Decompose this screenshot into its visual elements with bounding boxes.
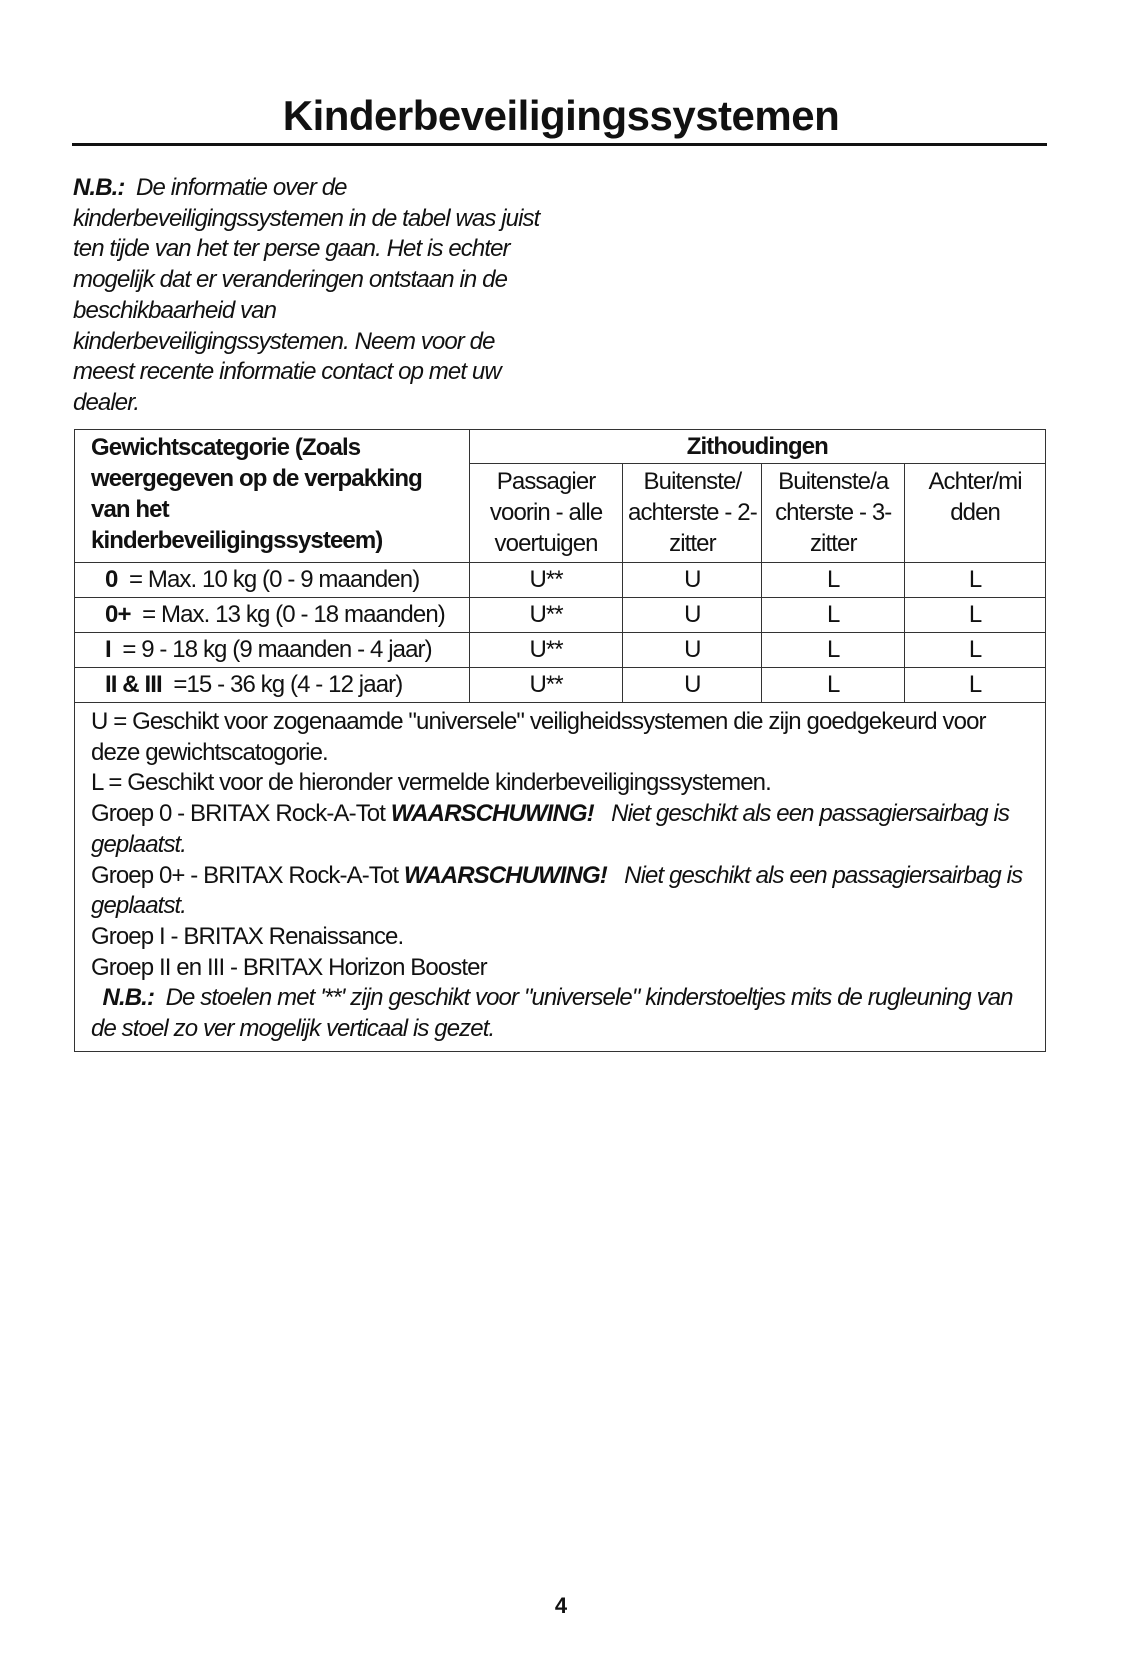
column-header: Passagier voorin - alle voertuigen [468,463,624,563]
table-cell: L [761,632,906,668]
note-group-0: Groep 0 - BRITAX Rock-A-Tot WAARSCHUWING… [91,800,1010,858]
page-number: 4 [554,1593,568,1618]
note-label: N.B.: [73,174,125,201]
table-cell: L [904,667,1046,703]
table-cell: L [904,632,1046,668]
page-title: Kinderbeveiligingssystemen [282,92,840,139]
table-cell: L [761,667,906,703]
weight-category: 0+ = Max. 13 kg (0 - 18 maanden) [74,597,470,633]
table-cell: U [622,632,763,668]
column-header: Achter/mi dden [904,463,1046,563]
table-cell: L [761,562,906,598]
weight-category: 0 = Max. 10 kg (0 - 9 maanden) [74,562,470,598]
column-header: Buitenste/ achterste - 2-zitter [622,463,763,563]
column-header: Buitenste/a chterste - 3-zitter [761,463,906,563]
weight-category: I = 9 - 18 kg (9 maanden - 4 jaar) [74,632,470,668]
table-cell: U [622,597,763,633]
weight-category: II & III =15 - 36 kg (4 - 12 jaar) [74,667,470,703]
table-row: 0+ = Max. 13 kg (0 - 18 maanden) U** U L… [74,597,1046,633]
header-weight-category: Gewichtscategorie (Zoals weergegeven op … [74,429,470,563]
table-cell: L [904,562,1046,598]
table-cell: U [622,667,763,703]
table-row: 0 = Max. 10 kg (0 - 9 maanden) U** U L L [74,562,1046,598]
table-cell: U [622,562,763,598]
child-seat-table: Gewichtscategorie (Zoals weergegeven op … [74,429,1047,1052]
table-cell: L [904,597,1046,633]
note-nb: N.B.: De stoelen met '**' zijn geschikt … [91,984,1013,1043]
note-group-2-3: Groep II en III - BRITAX Horizon Booster [91,953,488,981]
note-u: U = Geschikt voor zogenaamde "universele… [91,708,987,766]
note-l: L = Geschikt voor de hieronder vermelde … [91,769,772,797]
header-seating-positions: Zithoudingen [468,429,1047,464]
note-text: De informatie over de kinderbeveiligings… [73,174,540,416]
table-cell: U** [468,562,624,598]
table-cell: U** [468,667,624,703]
intro-note: N.B.: De informatie over de kinderbeveil… [73,173,553,419]
table-cell: U** [468,632,624,668]
note-group-1: Groep I - BRITAX Renaissance. [91,922,404,950]
table-cell: U** [468,597,624,633]
table-row: I = 9 - 18 kg (9 maanden - 4 jaar) U** U… [74,632,1046,668]
table-row: II & III =15 - 36 kg (4 - 12 jaar) U** U… [74,667,1046,703]
note-group-0plus: Groep 0+ - BRITAX Rock-A-Tot WAARSCHUWIN… [91,861,1023,920]
table-cell: L [761,597,906,633]
title-rule [72,143,1047,146]
table-notes: U = Geschikt voor zogenaamde "universele… [74,702,1046,1052]
